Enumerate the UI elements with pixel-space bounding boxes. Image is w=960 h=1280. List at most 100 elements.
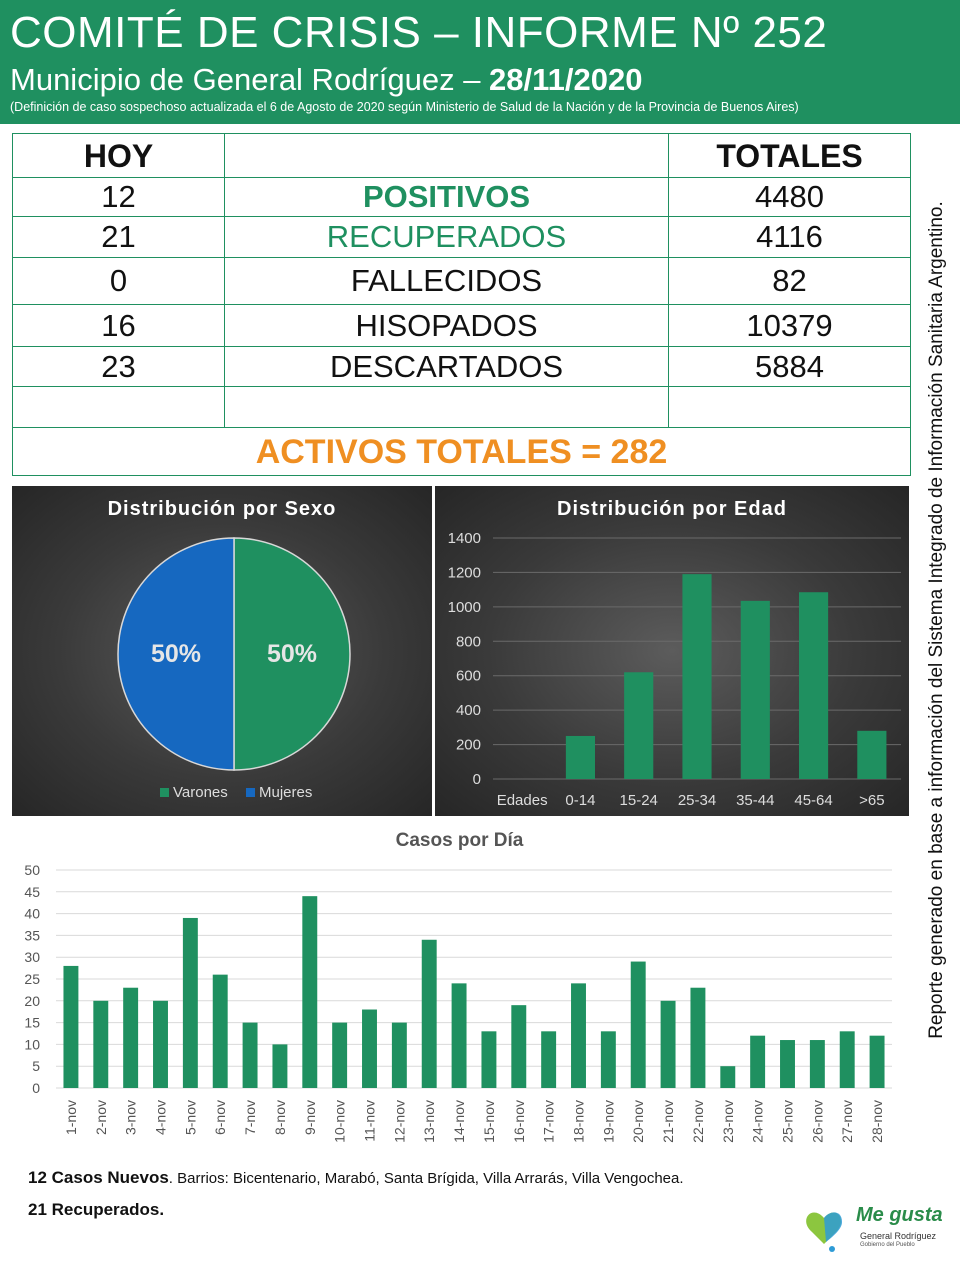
age-distribution-chart: Distribución por Edad 0 200 400 600 800 1000 1…: [435, 486, 909, 816]
row-label-fallecidos: FALLECIDOS: [224, 257, 669, 305]
x-tick-label: 20-nov: [630, 1100, 646, 1143]
bar-14-nov: [451, 983, 467, 1088]
hoy-value: 21: [12, 216, 225, 258]
totales-header: TOTALES: [668, 133, 911, 178]
x-tick-label: 25-nov: [780, 1100, 796, 1143]
bar-18-nov: [571, 983, 586, 1088]
bar-27-nov: [839, 1031, 855, 1088]
hoy-value: 12: [12, 177, 225, 217]
age-bars-svg: 0 200 400 600 800 1000 1200 1400 Edades 0-14 15-24…: [448, 530, 901, 809]
x-tick-label: 7-nov: [242, 1100, 258, 1135]
x-tick-label: 45-64: [794, 792, 832, 809]
municipality-logo: Me gusta General Rodríguez Gobierno del …: [802, 1198, 943, 1256]
total-value: 10379: [668, 304, 911, 347]
bar-24-nov: [750, 1035, 766, 1088]
hoy-header: HOY: [12, 133, 225, 178]
legend-swatch: [160, 788, 169, 797]
bar-0-14: [565, 735, 595, 779]
empty-cell: [12, 386, 225, 428]
table-row: 21 RECUPERADOS 4116: [12, 216, 911, 258]
table-row: 16 HISOPADOS 10379: [12, 304, 911, 347]
new-cases-line: 12 Casos Nuevos. Barrios: Bicentenario, …: [28, 1168, 684, 1189]
y-tick-label: 1200: [448, 564, 481, 581]
x-tick-label: 14-nov: [451, 1100, 467, 1143]
table-header-row: HOY TOTALES: [12, 133, 911, 178]
x-tick-label: 17-nov: [541, 1100, 557, 1143]
x-tick-label: 35-44: [736, 792, 774, 809]
municipality-label: Municipio de General Rodríguez –: [10, 62, 490, 97]
bar-1-nov: [63, 965, 79, 1088]
bar-21-nov: [660, 1000, 676, 1088]
x-tick-label: 12-nov: [391, 1100, 407, 1143]
y-tick-label: 1400: [448, 530, 481, 547]
total-value: 82: [668, 257, 911, 305]
x-tick-label: 27-nov: [839, 1100, 855, 1143]
x-tick-label: 23-nov: [720, 1100, 736, 1143]
sex-distribution-chart: Distribución por Sexo 50% 50% Varones Mujer…: [12, 486, 432, 816]
source-note-vertical: Reporte generado en base a información d…: [926, 201, 947, 1039]
x-tick-label: 2-nov: [93, 1100, 109, 1135]
x-tick-label: 4-nov: [153, 1100, 169, 1135]
y-tick-label: 30: [24, 949, 40, 965]
x-tick-label: 5-nov: [182, 1100, 198, 1135]
x-tick-label: >65: [859, 792, 884, 809]
row-label-recuperados: RECUPERADOS: [224, 216, 669, 258]
pie-svg: 50% 50% Varones Mujeres: [117, 537, 351, 801]
hoy-value: 0: [12, 257, 225, 305]
y-tick-label: 0: [473, 771, 481, 788]
bar-20-nov: [630, 961, 646, 1088]
y-tick-label: 35: [24, 927, 40, 943]
bar-26-nov: [809, 1040, 825, 1088]
activos-row: ACTIVOS TOTALES = 282: [12, 427, 911, 476]
x-tick-label: 3-nov: [123, 1100, 139, 1135]
recovered-line: 21 Recuperados.: [28, 1200, 164, 1221]
empty-header-cell: [224, 133, 669, 178]
bar-45-64: [799, 592, 829, 779]
report-date: 28/11/2020: [489, 62, 643, 97]
pie-data-label: 50%: [151, 640, 201, 668]
x-tick-label: 13-nov: [421, 1100, 437, 1143]
pie-slice-mujeres: [117, 537, 235, 771]
empty-cell: [224, 386, 669, 428]
logo-line2: Gobierno del Pueblo: [860, 1242, 915, 1248]
y-tick-label: 20: [24, 993, 40, 1009]
y-tick-label: 800: [456, 633, 481, 650]
legend-label-mujeres: Mujeres: [259, 784, 312, 801]
bar-4-nov: [153, 1000, 168, 1088]
table-row-empty: [12, 386, 911, 428]
bar-17-nov: [541, 1031, 557, 1088]
total-value: 4116: [668, 216, 911, 258]
logo-slogan: Me gusta: [856, 1204, 943, 1226]
x-tick-label: 8-nov: [272, 1100, 288, 1135]
y-tick-label: 50: [24, 862, 40, 878]
bar-25-nov: [780, 1040, 795, 1088]
bar-2-nov: [93, 1000, 109, 1088]
x-tick-label: 0-14: [565, 792, 595, 809]
x-tick-label: 26-nov: [809, 1100, 825, 1143]
x-tick-label: 10-nov: [332, 1100, 348, 1143]
x-tick-label: 6-nov: [212, 1100, 228, 1135]
logo-heart-icon: [806, 1212, 842, 1252]
bar-15-nov: [481, 1031, 497, 1088]
bar-16-nov: [511, 1005, 527, 1088]
daily-cases-chart: Casos por Día 0 5 10 15 20 25 30 35 40 45 50 1-nov 2…: [12, 822, 907, 1157]
y-tick-label: 400: [456, 702, 481, 719]
x-tick-label: 15-nov: [481, 1100, 497, 1143]
row-label-descartados: DESCARTADOS: [224, 346, 669, 387]
x-tick-label: Edades: [497, 792, 548, 809]
new-cases-count: 12 Casos Nuevos: [28, 1168, 169, 1187]
bar-3-nov: [123, 987, 139, 1088]
bar-22-nov: [690, 987, 706, 1088]
recovered-count: 21 Recuperados.: [28, 1200, 165, 1219]
bar-15-24: [624, 672, 654, 779]
total-value: 5884: [668, 346, 911, 387]
x-tick-label: 15-24: [620, 792, 658, 809]
bar-19-nov: [600, 1031, 616, 1088]
bar-7-nov: [242, 1022, 258, 1088]
daily-bars-svg: 0 5 10 15 20 25 30 35 40 45 50 1-nov 2-nov 3-nov 4-nov…: [24, 862, 892, 1143]
bar-13-nov: [421, 939, 437, 1088]
bar-28-nov: [869, 1035, 885, 1088]
empty-cell: [668, 386, 911, 428]
chart-title: Casos por Día: [395, 830, 524, 851]
bar-25-34: [682, 574, 712, 779]
